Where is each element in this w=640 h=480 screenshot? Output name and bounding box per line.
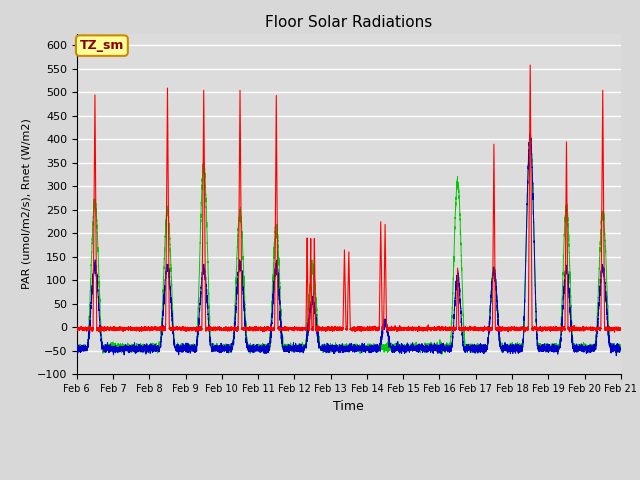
NR2 <box>73 347 81 352</box>
q_line <box>611 329 618 335</box>
Line: NR2: NR2 <box>77 133 621 354</box>
NR1 <box>258 345 266 351</box>
NR1 <box>330 350 338 356</box>
NR2 <box>527 131 534 136</box>
q_line <box>258 327 266 333</box>
NR1 <box>617 345 625 351</box>
Line: NR1: NR1 <box>77 134 621 356</box>
Title: Floor Solar Radiations: Floor Solar Radiations <box>265 15 433 30</box>
NR1 <box>73 347 81 353</box>
X-axis label: Time: Time <box>333 400 364 413</box>
NR1 <box>594 315 602 321</box>
Line: q_line: q_line <box>77 65 621 332</box>
q_line <box>588 325 595 331</box>
Legend: q_line, NR1, NR2: q_line, NR1, NR2 <box>219 476 479 480</box>
NR2 <box>588 343 595 349</box>
NR2 <box>258 342 266 348</box>
q_line <box>486 326 493 332</box>
NR2 <box>594 296 602 302</box>
NR2 <box>438 351 446 357</box>
NR1 <box>527 131 534 137</box>
NR2 <box>617 345 625 350</box>
q_line <box>594 324 602 330</box>
q_line <box>470 328 478 334</box>
NR2 <box>330 344 338 350</box>
NR2 <box>470 341 478 347</box>
NR1 <box>612 353 620 359</box>
q_line <box>617 325 625 331</box>
NR1 <box>470 344 478 350</box>
NR1 <box>588 345 595 351</box>
q_line <box>526 62 534 68</box>
Text: TZ_sm: TZ_sm <box>80 39 124 52</box>
Y-axis label: PAR (umol/m2/s), Rnet (W/m2): PAR (umol/m2/s), Rnet (W/m2) <box>21 119 31 289</box>
q_line <box>330 328 338 334</box>
NR2 <box>486 311 493 317</box>
q_line <box>73 326 81 332</box>
NR1 <box>486 316 493 322</box>
